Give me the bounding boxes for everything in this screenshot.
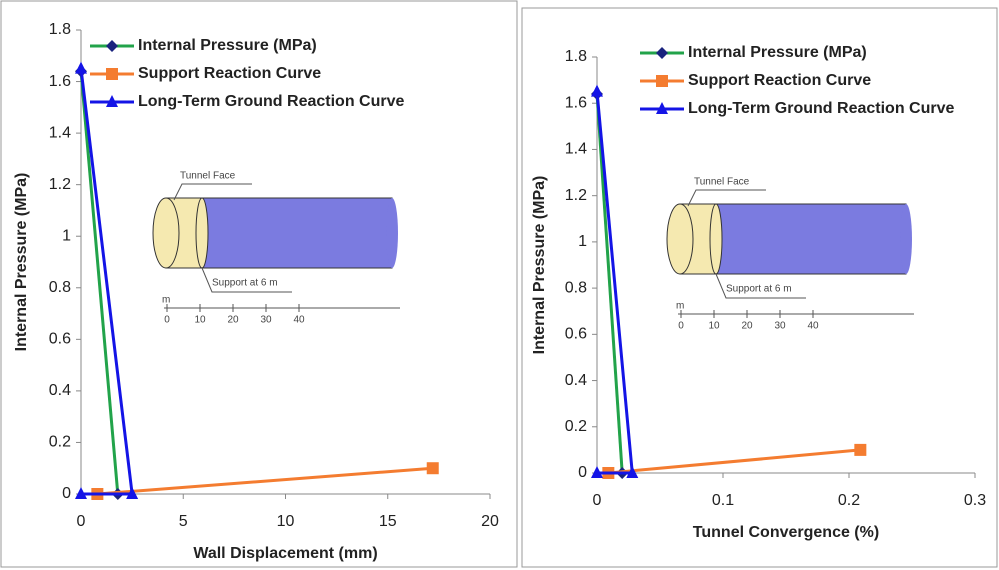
x-tick-label: 15	[379, 513, 397, 530]
legend-label: Internal Pressure (MPa)	[688, 44, 867, 61]
scale-tick-label: 40	[807, 321, 819, 332]
y-axis-title: Internal Pressure (MPa)	[531, 176, 548, 355]
x-tick-label: 10	[277, 513, 295, 530]
inset-label: Support at 6 m	[212, 278, 278, 289]
tunnel-body	[181, 197, 393, 269]
marker	[591, 466, 603, 478]
panel-border	[0, 0, 518, 568]
scale-tick-label: 0	[164, 315, 170, 326]
y-tick-label: 1	[62, 227, 71, 244]
support-ring-end	[195, 197, 209, 269]
x-tick-label: 0	[593, 492, 602, 509]
panel-border	[521, 7, 998, 568]
x-tick-label: 0.1	[712, 492, 734, 509]
y-tick-label: 1.2	[565, 187, 587, 204]
series-line	[595, 93, 624, 474]
scale-tick-label: 10	[708, 321, 720, 332]
y-tick-label: 0.4	[49, 382, 71, 399]
support-ring-end	[709, 203, 723, 275]
y-tick-label: 1.8	[49, 21, 71, 38]
tunnel-face	[666, 203, 694, 275]
inset-label: Support at 6 m	[726, 284, 792, 295]
x-tick-label: 20	[481, 513, 499, 530]
legend-label: Long-Term Ground Reaction Curve	[138, 93, 404, 110]
series-line	[608, 448, 861, 475]
inset-label: Tunnel Face	[180, 171, 236, 182]
legend-marker	[106, 40, 118, 52]
x-tick-label: 5	[179, 513, 188, 530]
marker	[626, 466, 639, 478]
legend-label: Long-Term Ground Reaction Curve	[688, 100, 954, 117]
scale-tick-label: 0	[678, 321, 684, 332]
y-axis-title: Internal Pressure (MPa)	[13, 173, 30, 352]
y-tick-label: 1.4	[49, 124, 71, 141]
legend-marker	[656, 102, 668, 114]
marker	[591, 84, 603, 97]
scale-unit: m	[676, 301, 684, 312]
scale-unit: m	[162, 295, 170, 306]
series-line	[79, 68, 134, 496]
tunnel-end	[900, 204, 912, 274]
series-line	[97, 466, 433, 496]
legend-label: Support Reaction Curve	[688, 72, 871, 89]
scale-tick-label: 20	[741, 321, 753, 332]
x-tick-label: 0.3	[964, 492, 986, 509]
y-tick-label: 0.4	[565, 372, 587, 389]
x-tick-label: 0	[77, 513, 86, 530]
y-tick-label: 0.8	[49, 279, 71, 296]
y-tick-label: 0.6	[565, 326, 587, 343]
series-line	[79, 71, 120, 495]
y-tick-label: 0	[578, 464, 587, 481]
marker	[426, 462, 439, 475]
tunnel-face	[152, 197, 180, 269]
y-tick-label: 1	[578, 233, 587, 250]
scale-tick-label: 10	[194, 315, 206, 326]
leader	[173, 183, 252, 201]
y-tick-label: 1.8	[565, 48, 587, 65]
marker	[75, 61, 87, 74]
inset-label: Tunnel Face	[694, 177, 750, 188]
y-tick-label: 0.2	[49, 434, 71, 451]
scale-tick-label: 30	[260, 315, 272, 326]
leader	[201, 267, 292, 293]
marker	[75, 487, 87, 499]
y-tick-label: 1.2	[49, 176, 71, 193]
tunnel-body	[695, 203, 907, 275]
y-tick-label: 0.8	[565, 279, 587, 296]
x-tick-label: 0.2	[838, 492, 860, 509]
legend-marker	[656, 47, 668, 59]
scale-tick-label: 40	[293, 315, 305, 326]
legend-marker	[656, 75, 668, 87]
y-tick-label: 1.6	[49, 73, 71, 90]
leader	[687, 189, 766, 207]
legend-label: Support Reaction Curve	[138, 65, 321, 82]
marker	[854, 443, 867, 456]
y-tick-label: 0.2	[565, 418, 587, 435]
x-axis-title: Tunnel Convergence (%)	[693, 524, 879, 541]
legend-marker	[106, 95, 118, 107]
y-tick-label: 0.6	[49, 331, 71, 348]
scale-tick-label: 30	[774, 321, 786, 332]
legend-marker	[106, 68, 118, 80]
x-axis-title: Wall Displacement (mm)	[193, 545, 377, 562]
y-tick-label: 1.4	[565, 141, 587, 158]
series-line	[595, 91, 634, 475]
legend-label: Internal Pressure (MPa)	[138, 37, 317, 54]
tunnel-end	[386, 198, 398, 268]
y-tick-label: 1.6	[565, 94, 587, 111]
y-tick-label: 0	[62, 485, 71, 502]
leader	[715, 273, 806, 299]
scale-tick-label: 20	[227, 315, 239, 326]
marker	[126, 487, 139, 499]
